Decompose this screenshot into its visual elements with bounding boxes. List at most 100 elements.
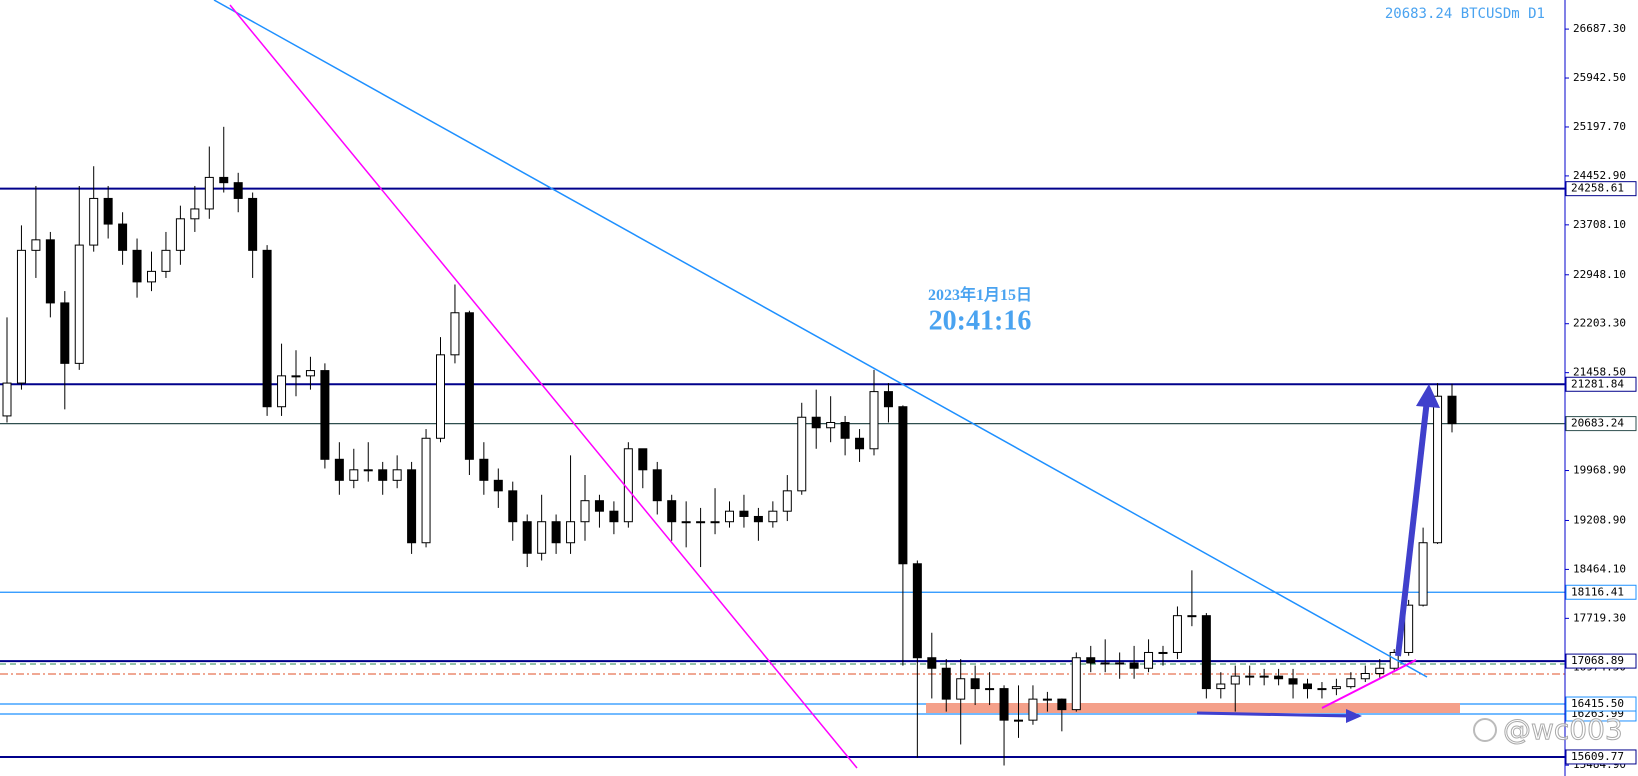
candle-body	[1014, 719, 1023, 722]
candle-body	[392, 469, 402, 481]
candle-body	[407, 469, 417, 544]
candle-body	[1086, 657, 1096, 664]
candle-body	[305, 370, 315, 377]
time-label: 20:41:16	[929, 305, 1032, 336]
candle-body	[1216, 683, 1226, 690]
candle-body	[840, 421, 850, 439]
trend-line	[1321, 659, 1417, 709]
candle-body	[927, 657, 937, 669]
candle-body	[696, 521, 706, 524]
candle-body	[334, 458, 344, 481]
y-tick-label: 22203.30	[1573, 317, 1626, 330]
level-labels: 24258.61 21281.84 20683.24 18116.41 17068.89…	[1565, 181, 1637, 765]
candle-body	[1404, 604, 1414, 653]
candle-body	[508, 490, 518, 523]
candle-body	[277, 375, 287, 408]
candle-body	[204, 176, 214, 210]
candle-body	[739, 510, 749, 517]
candle-body	[941, 667, 951, 700]
level-label-box	[1565, 181, 1637, 197]
y-tick-label: 19208.90	[1573, 513, 1626, 526]
candle-body	[1433, 395, 1443, 544]
y-tick-label: 25197.70	[1573, 120, 1626, 133]
candle-body	[537, 521, 547, 554]
candle-body	[782, 490, 792, 512]
candle-body	[710, 521, 720, 524]
candle-body	[89, 197, 99, 246]
y-tick-label: 17719.30	[1573, 611, 1626, 624]
candle-body	[31, 239, 41, 251]
candle-body	[985, 688, 995, 691]
level-label: 15609.77	[1571, 750, 1624, 763]
candle-body	[1418, 542, 1428, 606]
candle-body	[291, 375, 301, 378]
candle-body	[638, 448, 648, 471]
candle-body	[450, 312, 460, 356]
candle-body	[1057, 698, 1067, 711]
candle-body	[118, 223, 128, 251]
candle-body	[363, 469, 373, 472]
candle-body	[1259, 675, 1269, 678]
candle-body	[1288, 678, 1298, 685]
candle-body	[1100, 662, 1110, 665]
candle-body	[60, 302, 70, 364]
y-tick-label: 26687.30	[1573, 22, 1626, 35]
candle-body	[768, 510, 778, 523]
candle-body	[1317, 688, 1327, 691]
zone	[926, 703, 1460, 713]
chart-title: 20683.24 BTCUSDm D1	[1385, 6, 1545, 22]
level-label-box	[1565, 584, 1637, 600]
candle-body	[1028, 698, 1038, 721]
candle-body	[74, 244, 84, 364]
candle-body	[1158, 651, 1168, 654]
candle-body	[1230, 675, 1240, 685]
candle-body	[1447, 395, 1457, 425]
candle-body	[1172, 615, 1182, 653]
level-label: 18116.41	[1571, 585, 1624, 598]
candle-body	[479, 458, 489, 481]
candle-body	[1071, 657, 1081, 711]
y-tick-label: 23708.10	[1573, 218, 1626, 231]
level-label: 17068.89	[1571, 654, 1624, 667]
level-label: 24258.61	[1571, 182, 1624, 195]
candle-body	[1201, 615, 1211, 690]
candle-body	[1346, 678, 1356, 688]
candle-body	[219, 176, 229, 184]
candle-body	[233, 182, 243, 199]
candle-body	[594, 500, 604, 512]
candle-body	[681, 521, 691, 524]
candle-body	[1331, 686, 1341, 690]
candle-body	[2, 382, 12, 417]
level-label-box	[1565, 376, 1637, 392]
candle-body	[349, 469, 359, 481]
candle-body	[378, 469, 388, 481]
level-label: 21281.84	[1571, 377, 1624, 390]
candle-body	[161, 249, 171, 272]
level-label: 20683.24	[1571, 417, 1624, 430]
candle-body	[580, 500, 590, 523]
level-label-box	[1565, 696, 1637, 712]
candle-body	[753, 515, 763, 523]
arrow-head	[1416, 384, 1440, 408]
candle-body	[1360, 672, 1370, 680]
candle-body	[797, 416, 807, 492]
candle-body	[190, 208, 200, 220]
candle-body	[493, 479, 503, 492]
candle-body	[175, 218, 185, 251]
level-label-box	[1565, 416, 1637, 432]
candle-body	[45, 239, 55, 304]
candle-body	[883, 391, 893, 408]
candle-body	[1274, 675, 1284, 680]
candle-body	[103, 197, 113, 225]
y-tick-label: 22948.10	[1573, 268, 1626, 281]
candle-body	[248, 197, 258, 251]
level-label-box	[1565, 653, 1637, 669]
candle-body	[436, 354, 445, 439]
candle-body	[970, 678, 980, 690]
y-tick-label: 18464.10	[1573, 562, 1626, 575]
candle-body	[1187, 615, 1197, 618]
candle-body	[912, 563, 922, 659]
candle-body	[898, 406, 908, 565]
candle-body	[522, 521, 532, 554]
